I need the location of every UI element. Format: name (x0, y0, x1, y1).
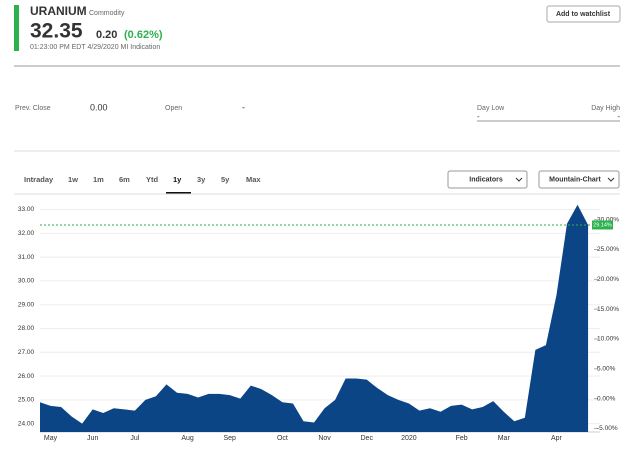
timestamp: 01:23:00 PM EDT 4/29/2020 MI Indication (30, 44, 160, 51)
y-tick-label: 30.00 (18, 278, 35, 285)
tab[interactable]: 1m (93, 175, 104, 184)
x-tick-label: Nov (318, 435, 331, 442)
y-tick-label: 28.00 (18, 325, 35, 332)
chevron (607, 177, 615, 182)
y-tick-label: 31.00 (18, 254, 35, 261)
stat-label: Open (165, 105, 182, 112)
chevron (515, 177, 523, 182)
price: 32.35 (30, 20, 83, 43)
change-pct: (0.62%) (124, 29, 163, 41)
x-tick-label: 2020 (401, 435, 417, 442)
tab[interactable]: 1w (68, 175, 78, 184)
tab[interactable]: Intraday (24, 175, 54, 184)
y-tick-label: 24.00 (18, 420, 35, 427)
change: 0.20 (96, 29, 117, 41)
x-tick-label: Jun (87, 435, 98, 442)
stat-label: Prev. Close (15, 105, 51, 112)
y2-tick-label: 10.00% (597, 336, 619, 343)
y-tick-label: 25.00 (18, 397, 35, 404)
x-tick-label: Sep (223, 435, 236, 442)
y2-tick-label: 5.00% (597, 366, 616, 373)
y-tick-label: 29.00 (18, 301, 35, 308)
x-tick-label: Feb (456, 435, 468, 442)
tab-underline (166, 192, 191, 194)
chart-type-dropdown[interactable] (538, 170, 620, 189)
stat-value: - (477, 112, 480, 121)
indicators-dropdown[interactable] (447, 170, 528, 189)
accent-bar (14, 5, 19, 51)
tab[interactable]: Ytd (146, 175, 159, 184)
area (40, 204, 589, 432)
y2-tick-label: 25.00% (597, 246, 619, 253)
stat-value: - (242, 102, 245, 112)
divider (14, 65, 620, 67)
x-tick-label: Dec (361, 435, 374, 442)
y-tick-label: 26.00 (18, 373, 35, 380)
y-tick-label: 27.00 (18, 349, 35, 356)
tab[interactable]: Max (246, 175, 261, 184)
y-tick-label: 33.00 (18, 206, 35, 213)
kind: Commodity (89, 10, 125, 17)
symbol: URANIUM (30, 4, 87, 18)
stat-value: 0.00 (90, 102, 108, 112)
x-tick-label: Oct (277, 435, 288, 442)
x-tick-label: Jul (130, 435, 139, 442)
watchlist-label[interactable]: Add to watchlist (556, 11, 611, 18)
last-change-label: 29.14% (593, 222, 612, 228)
stat-label: Day Low (477, 105, 505, 112)
y2-tick-label: 15.00% (597, 306, 619, 313)
last-change-tag (592, 220, 613, 230)
y2-tick-label: 0.00% (597, 395, 616, 402)
tab[interactable]: 5y (221, 175, 230, 184)
y2-tick-label: 30.00% (597, 216, 619, 223)
x-tick-label: Aug (181, 435, 194, 442)
y-tick-label: 32.00 (18, 230, 35, 237)
tab[interactable]: 6m (119, 175, 130, 184)
tab[interactable]: 1y (173, 175, 182, 184)
dropdown-label[interactable]: Indicators (469, 176, 503, 183)
y2-tick-label: 20.00% (597, 276, 619, 283)
x-tick-label: Apr (551, 435, 563, 442)
stat-label: Day High (591, 105, 620, 112)
x-tick-label: May (44, 435, 58, 442)
stat-value: - (617, 112, 620, 121)
watchlist-button[interactable] (546, 5, 621, 23)
tab[interactable]: 3y (197, 175, 206, 184)
dropdown-label[interactable]: Mountain-Chart (549, 176, 601, 183)
y2-tick-label: -5.00% (597, 425, 618, 432)
x-tick-label: Mar (498, 435, 511, 442)
